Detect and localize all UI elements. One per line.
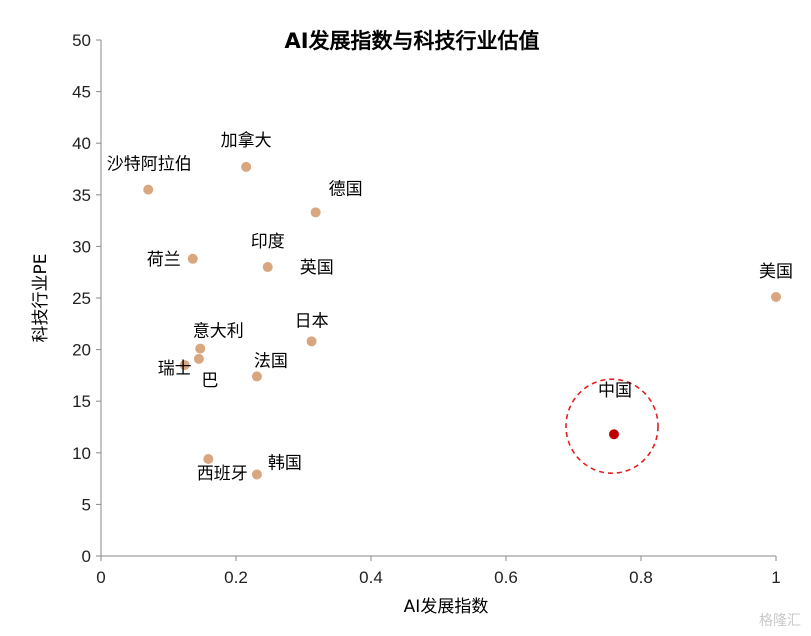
- data-label: 英国: [300, 258, 334, 278]
- y-tick-label: 0: [82, 547, 91, 566]
- y-tick-label: 50: [72, 31, 91, 50]
- data-point: [771, 291, 781, 302]
- x-tick-label: 1: [771, 568, 780, 587]
- data-point: [262, 262, 273, 273]
- y-tick-label: 30: [72, 237, 91, 256]
- y-tick-label: 35: [72, 186, 91, 205]
- data-label: 意大利: [193, 322, 244, 342]
- data-label: 西班牙: [197, 464, 248, 484]
- data-point: [241, 161, 252, 172]
- data-label: 德国: [329, 179, 363, 199]
- x-tick-label: 0.2: [224, 568, 248, 587]
- y-tick-label: 10: [72, 444, 91, 463]
- data-point: [251, 371, 262, 382]
- x-axis-title: AI发展指数: [404, 597, 489, 617]
- data-label: 韩国: [268, 453, 302, 473]
- y-tick-label: 25: [72, 289, 91, 308]
- data-label: 法国: [254, 351, 288, 371]
- chart-title: AI发展指数与科技行业估值: [284, 29, 539, 53]
- data-point: [195, 343, 206, 354]
- data-points: [143, 161, 781, 480]
- x-tick-label: 0: [96, 568, 105, 587]
- data-label: 中国: [598, 381, 632, 401]
- y-tick-label: 45: [72, 83, 91, 102]
- data-label: 印度: [251, 232, 285, 252]
- data-label: 加拿大: [221, 130, 272, 151]
- data-point: [251, 469, 262, 480]
- data-point: [203, 453, 214, 464]
- y-tick-label: 20: [72, 341, 91, 360]
- y-axis-title: 科技行业PE: [31, 254, 51, 343]
- data-point: [609, 429, 619, 440]
- highlight-circle: [565, 378, 659, 475]
- watermark-text: 格隆汇: [759, 613, 801, 629]
- data-point: [143, 184, 154, 195]
- x-tick-label: 0.6: [494, 568, 518, 587]
- data-label: 美国: [759, 262, 793, 282]
- data-point: [310, 207, 321, 218]
- data-point: [306, 336, 317, 347]
- axes: 0 5 10 15 20 25 30 35 40 45 50 0 0.2 0.4 0.6 0.8 1: [72, 31, 781, 587]
- x-tick-label: 0.4: [359, 568, 383, 587]
- data-point: [179, 360, 190, 371]
- data-label: 巴: [201, 371, 218, 391]
- data-label: 荷兰: [147, 250, 181, 270]
- x-tick-label: 0.8: [629, 568, 653, 587]
- data-label: 沙特阿拉伯: [107, 155, 192, 175]
- y-tick-label: 15: [72, 392, 91, 411]
- y-tick-label: 40: [72, 134, 91, 153]
- y-tick-label: 5: [82, 495, 91, 514]
- data-point: [193, 353, 204, 364]
- data-point: [187, 253, 198, 264]
- data-label: 瑞士: [158, 359, 192, 379]
- data-label: 日本: [295, 311, 329, 331]
